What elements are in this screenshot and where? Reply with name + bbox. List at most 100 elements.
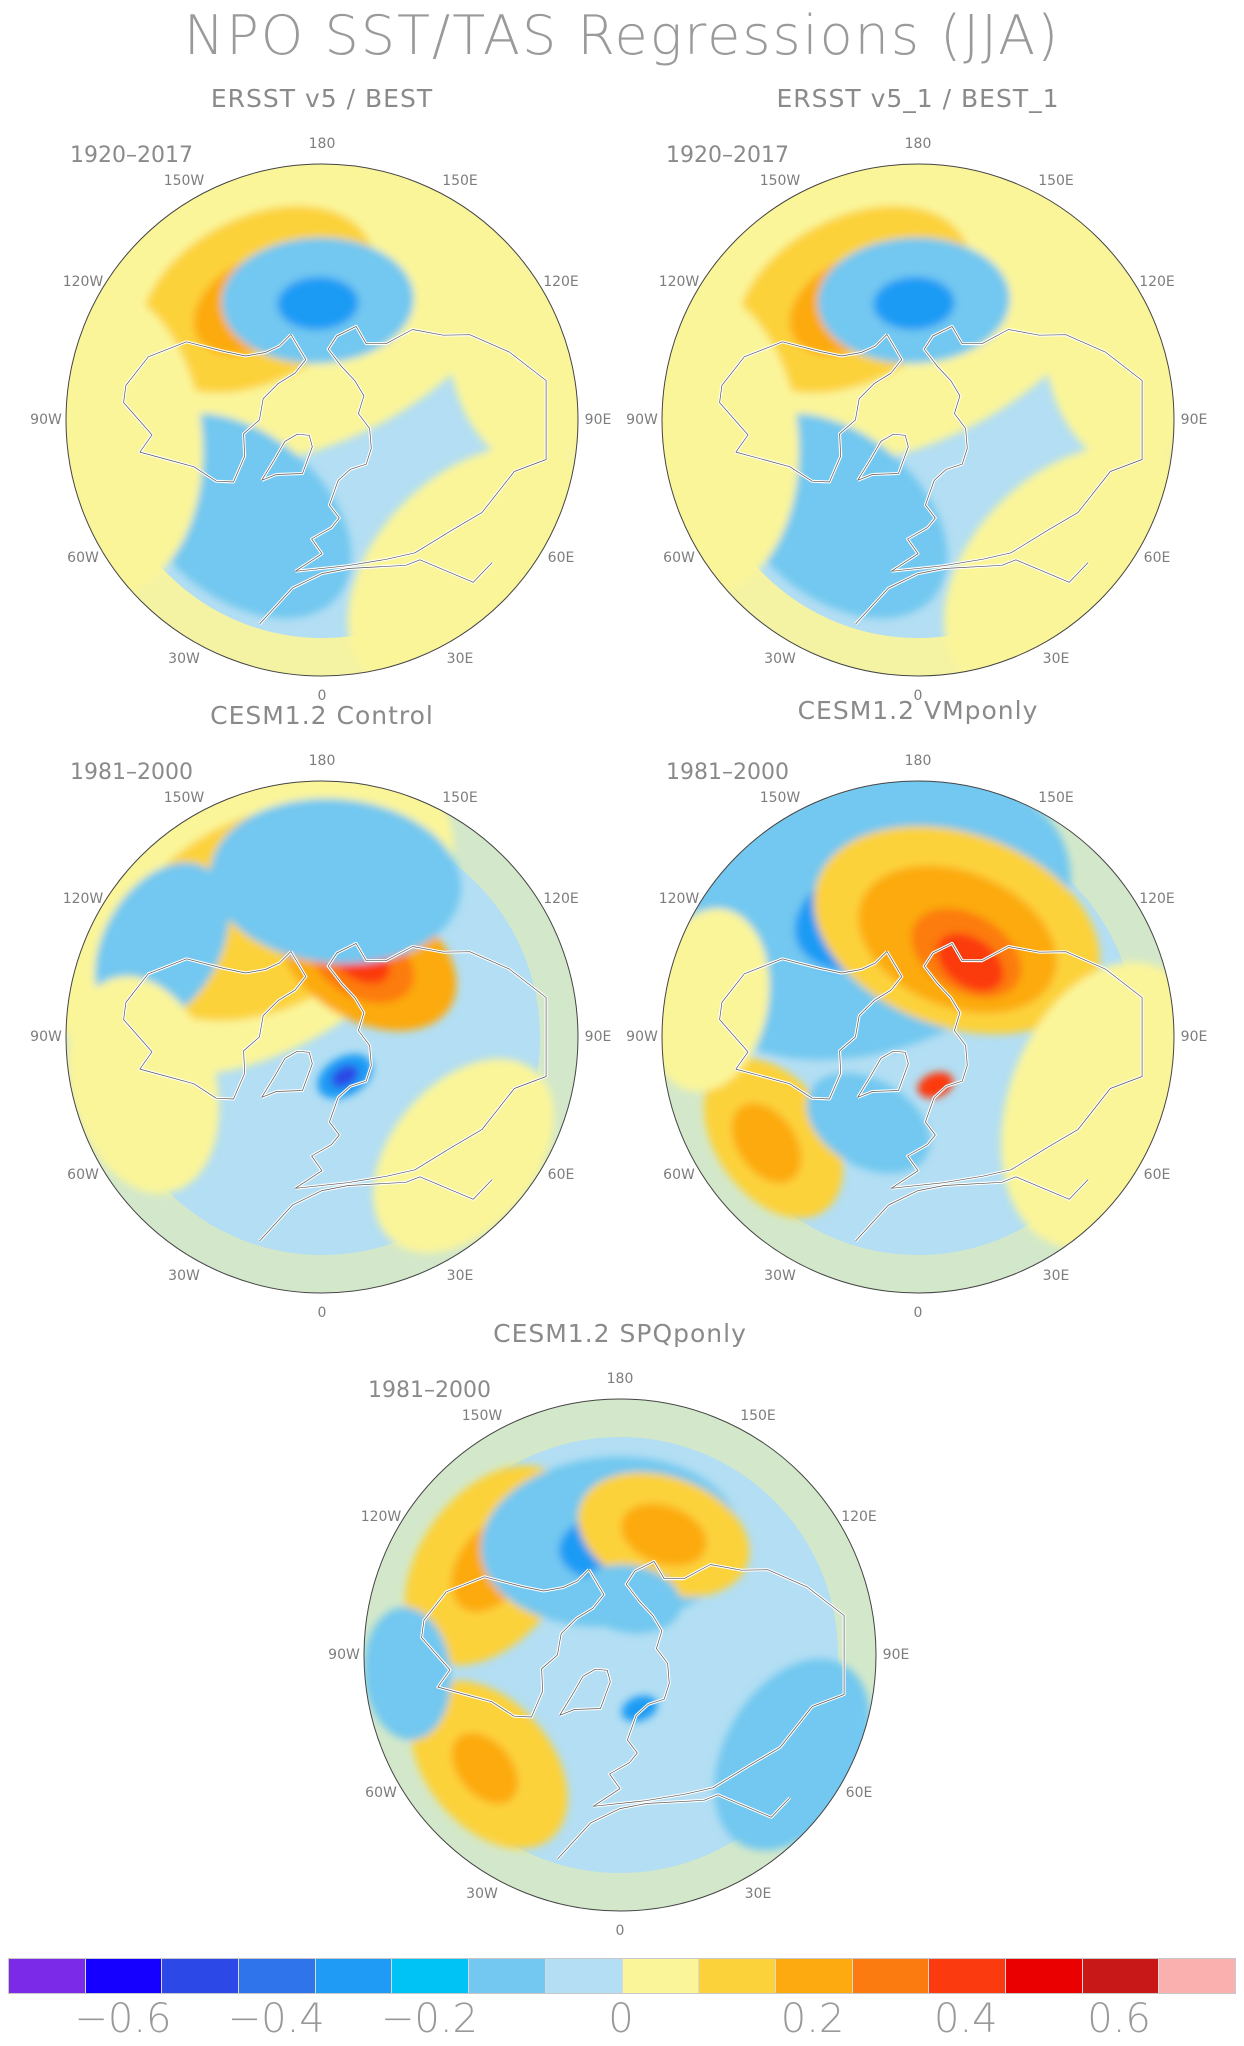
anomaly-region [806, 1072, 930, 1174]
longitude-label: 90W [626, 1029, 658, 1045]
longitude-label: 90W [626, 412, 658, 428]
longitude-label: 150W [163, 173, 205, 189]
colorbar-swatch [622, 1959, 700, 1993]
anomaly-region [67, 976, 220, 1194]
coastline [857, 433, 909, 481]
longitude-label: 150E [442, 790, 478, 806]
longitude-label: 60W [67, 550, 99, 566]
longitude-label: 180 [308, 136, 336, 152]
colorbar-label: −0.6 [74, 1996, 172, 2042]
colorbar-label: 0 [608, 1996, 634, 2042]
anomaly-region [449, 265, 578, 469]
longitude-label: 0 [317, 1305, 327, 1321]
longitude-label: 120E [841, 1509, 877, 1525]
map-border [363, 1398, 877, 1912]
longitude-label: 30W [168, 1268, 200, 1284]
colorbar-label: −0.4 [227, 1996, 325, 2042]
longitude-label: 60W [67, 1167, 99, 1183]
colorbar-swatch [315, 1959, 393, 1993]
longitude-label: 90E [1180, 1029, 1208, 1045]
longitude-label: 120W [658, 891, 700, 907]
longitude-label: 150E [442, 173, 478, 189]
anomaly-region [873, 276, 955, 331]
longitude-label: 120W [62, 274, 104, 290]
longitude-label: 150W [759, 790, 801, 806]
coastline [259, 1176, 493, 1242]
colorbar-label: 0.2 [780, 1996, 845, 2042]
longitude-label: 120W [360, 1509, 402, 1525]
longitude-label: 150E [1038, 790, 1074, 806]
map-border [65, 163, 579, 677]
anomaly-region [210, 798, 462, 964]
longitude-label: 120E [1139, 274, 1175, 290]
longitude-label: 0 [913, 1305, 923, 1321]
longitude-label: 30E [446, 1268, 474, 1284]
longitude-label: 0 [913, 688, 923, 704]
colorbar-label: −0.2 [380, 1996, 479, 2042]
longitude-label: 90E [882, 1647, 910, 1663]
anomaly-region [364, 1607, 452, 1741]
longitude-label: 120E [543, 274, 579, 290]
longitude-label: 90E [1180, 412, 1208, 428]
colorbar-swatch [1082, 1959, 1160, 1993]
longitude-label: 120E [543, 891, 579, 907]
colorbar-swatch [699, 1959, 776, 1993]
anomaly-region [662, 908, 770, 1092]
polar-map [661, 780, 1175, 1294]
polar-map [65, 163, 579, 677]
colorbar-swatch [239, 1959, 316, 1993]
longitude-label: 90W [30, 1029, 62, 1045]
coastline [719, 334, 903, 483]
longitude-label: 60E [547, 550, 575, 566]
longitude-label: 120W [62, 891, 104, 907]
longitude-label: 150W [759, 173, 801, 189]
longitude-label: 90W [30, 412, 62, 428]
anomaly-region [331, 1065, 359, 1088]
longitude-label: 60W [663, 1167, 695, 1183]
coastline [855, 1176, 1089, 1242]
coastline [891, 326, 1143, 572]
longitude-label: 180 [904, 136, 932, 152]
longitude-label: 30E [744, 1886, 772, 1902]
anomaly-region [373, 1058, 554, 1253]
longitude-label: 30W [466, 1886, 498, 1902]
panel-title: CESM1.2 Control [210, 701, 434, 730]
longitude-label: 60E [1143, 550, 1171, 566]
longitude-label: 60W [663, 550, 695, 566]
longitude-label: 180 [606, 1371, 634, 1387]
longitude-label: 180 [308, 753, 336, 769]
longitude-label: 150E [1038, 173, 1074, 189]
longitude-label: 30E [1042, 651, 1070, 667]
coastline [123, 951, 307, 1100]
panel-period: 1920–2017 [666, 143, 789, 168]
map-border [661, 163, 1175, 677]
coastline [557, 1794, 791, 1860]
colorbar-swatch [1005, 1959, 1083, 1993]
panel-title: CESM1.2 SPQponly [493, 1319, 747, 1348]
colorbar-label: 0.6 [1087, 1996, 1151, 2042]
coastline [719, 951, 903, 1100]
anomaly-region [917, 1072, 954, 1099]
panel-period: 1920–2017 [70, 143, 193, 168]
colorbar-label: 0.4 [934, 1996, 998, 2042]
colorbar-swatch [392, 1959, 470, 1993]
longitude-label: 0 [615, 1923, 625, 1939]
coastline [295, 943, 547, 1189]
longitude-label: 30E [446, 651, 474, 667]
polar-map [363, 1398, 877, 1912]
panel-title: CESM1.2 VMponly [797, 696, 1039, 725]
anomaly-region [451, 1732, 519, 1804]
coastline [259, 559, 493, 625]
anomaly-region [662, 284, 800, 595]
longitude-label: 150W [163, 790, 205, 806]
coastline [857, 1050, 909, 1098]
colorbar-swatch [929, 1959, 1006, 1993]
anomaly-region [620, 1503, 707, 1566]
longitude-label: 150W [461, 1408, 503, 1424]
coastline [261, 433, 313, 481]
panel-period: 1981–2000 [666, 760, 789, 785]
longitude-label: 60W [365, 1785, 397, 1801]
colorbar-swatch [775, 1959, 853, 1993]
colorbar-swatch [545, 1959, 623, 1993]
longitude-label: 90W [328, 1647, 360, 1663]
